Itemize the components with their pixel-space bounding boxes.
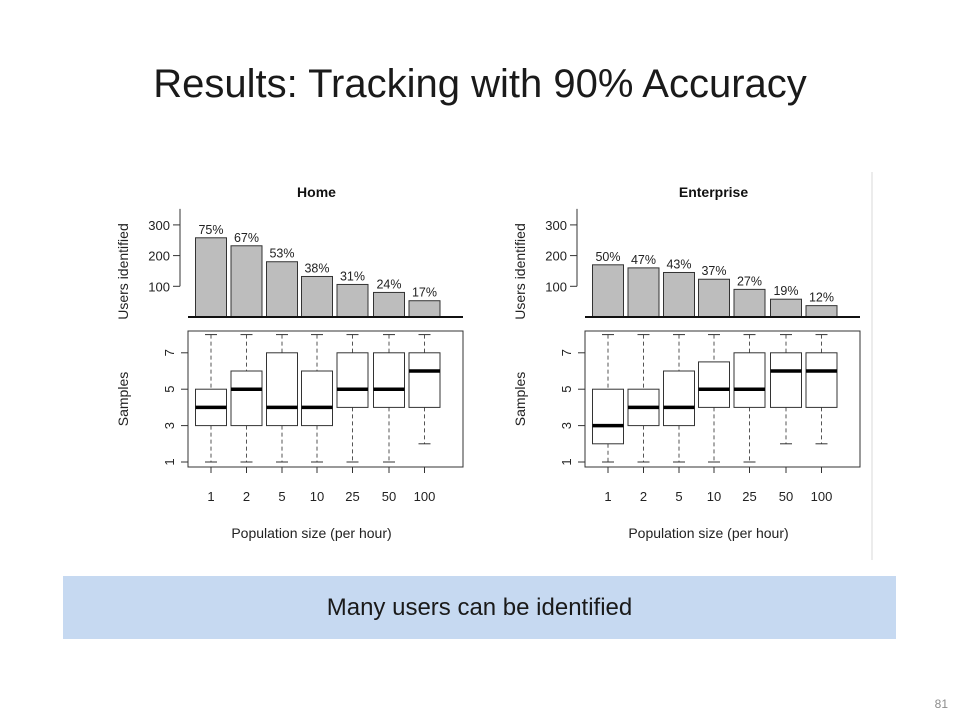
caption-text: Many users can be identified — [326, 593, 633, 621]
home-bar-data-label: 53% — [269, 247, 294, 261]
home-bar — [336, 283, 369, 318]
home-box-xtick-label: 25 — [345, 489, 359, 504]
enterprise-box-xtick-label: 5 — [675, 489, 682, 504]
enterprise-bar-data-label: 43% — [666, 257, 691, 271]
home-box-xtick-label: 100 — [414, 489, 436, 504]
enterprise-bar-data-label: 19% — [773, 284, 798, 298]
home-box-frame — [187, 330, 464, 468]
enterprise-bar-data-label: 12% — [809, 291, 834, 305]
enterprise-bar-data-label: 27% — [737, 274, 762, 288]
enterprise-box-xtick-label: 100 — [811, 489, 833, 504]
enterprise-box-xtick-label: 2 — [640, 489, 647, 504]
enterprise-box-xtick-label: 50 — [779, 489, 793, 504]
enterprise-bar-data-label: 50% — [595, 250, 620, 264]
enterprise-box — [805, 352, 838, 408]
enterprise-box-xtick-label: 1 — [604, 489, 611, 504]
home-bar-data-label: 31% — [340, 269, 365, 283]
home-bar-data-label: 38% — [304, 261, 329, 275]
home-box — [230, 370, 263, 427]
enterprise-bar — [805, 305, 838, 318]
enterprise-bar — [663, 271, 695, 318]
home-bar — [373, 291, 405, 318]
enterprise-bar — [592, 264, 624, 318]
enterprise-bar-ytick-label: 300 — [545, 218, 567, 233]
enterprise-bar — [770, 298, 802, 318]
home-box-xtick-label: 2 — [243, 489, 250, 504]
home-bar-data-label: 75% — [198, 223, 223, 237]
enterprise-box-frame — [584, 330, 861, 468]
enterprise-box-xtick-label: 25 — [742, 489, 756, 504]
enterprise-box — [663, 370, 695, 427]
home-bar-ylabel: Users identified — [115, 223, 131, 320]
enterprise-box-ytick-label: 7 — [559, 349, 574, 356]
home-title: Home — [297, 184, 336, 200]
chart-svg: Home 100 200 300 75% 67% 53% 38% 31% 24% 17% Users … — [115, 172, 873, 560]
enterprise-box-xlabel: Population size (per hour) — [628, 525, 788, 541]
enterprise-box-ytick-label: 3 — [559, 422, 574, 429]
enterprise-bar-ytick-label: 100 — [545, 279, 567, 294]
home-box-ytick-label: 1 — [162, 458, 177, 465]
home-box-ylabel: Samples — [115, 372, 131, 426]
enterprise-box — [733, 352, 766, 408]
home-box-ytick-label: 3 — [162, 422, 177, 429]
home-box — [266, 352, 298, 427]
enterprise-box — [770, 352, 802, 408]
enterprise-box-xtick-label: 10 — [707, 489, 721, 504]
enterprise-bar — [627, 267, 660, 318]
home-box — [301, 370, 333, 427]
caption-box: Many users can be identified — [63, 576, 896, 639]
home-bar — [266, 261, 298, 318]
enterprise-box-ytick-label: 1 — [559, 458, 574, 465]
enterprise-box — [698, 361, 730, 408]
home-bar — [301, 275, 333, 318]
slide-title: Results: Tracking with 90% Accuracy — [153, 62, 807, 106]
enterprise-bar-data-label: 47% — [631, 253, 656, 267]
enterprise-box — [592, 388, 624, 445]
home-box-xlabel: Population size (per hour) — [231, 525, 391, 541]
home-bar — [195, 237, 227, 318]
enterprise-bar — [698, 278, 730, 318]
home-bar-data-label: 24% — [376, 277, 401, 291]
home-bar-ytick-label: 200 — [148, 249, 170, 264]
home-box — [373, 352, 405, 408]
enterprise-box-ylabel: Samples — [512, 372, 528, 426]
enterprise-bar — [733, 288, 766, 318]
home-box-xtick-label: 10 — [310, 489, 324, 504]
enterprise-bar-ylabel: Users identified — [512, 223, 528, 320]
home-bar — [408, 300, 441, 318]
home-box-ytick-label: 5 — [162, 386, 177, 393]
home-bar-ytick-label: 100 — [148, 279, 170, 294]
home-box-xtick-label: 5 — [278, 489, 285, 504]
home-box — [336, 352, 369, 408]
enterprise-bar-data-label: 37% — [701, 264, 726, 278]
home-box-xtick-label: 50 — [382, 489, 396, 504]
home-bar — [230, 245, 263, 318]
home-box-xtick-label: 1 — [207, 489, 214, 504]
home-box-ytick-label: 7 — [162, 349, 177, 356]
enterprise-title: Enterprise — [679, 184, 748, 200]
chart-figure: Home 100 200 300 75% 67% 53% 38% 31% 24% 17% Users … — [95, 172, 873, 560]
home-bar-ytick-label: 300 — [148, 218, 170, 233]
enterprise-box-ytick-label: 5 — [559, 386, 574, 393]
enterprise-bar-ytick-label: 200 — [545, 249, 567, 264]
home-box — [408, 352, 441, 408]
home-bar-data-label: 17% — [412, 286, 437, 300]
home-bar-data-label: 67% — [234, 231, 259, 245]
page-number: 81 — [934, 697, 948, 711]
